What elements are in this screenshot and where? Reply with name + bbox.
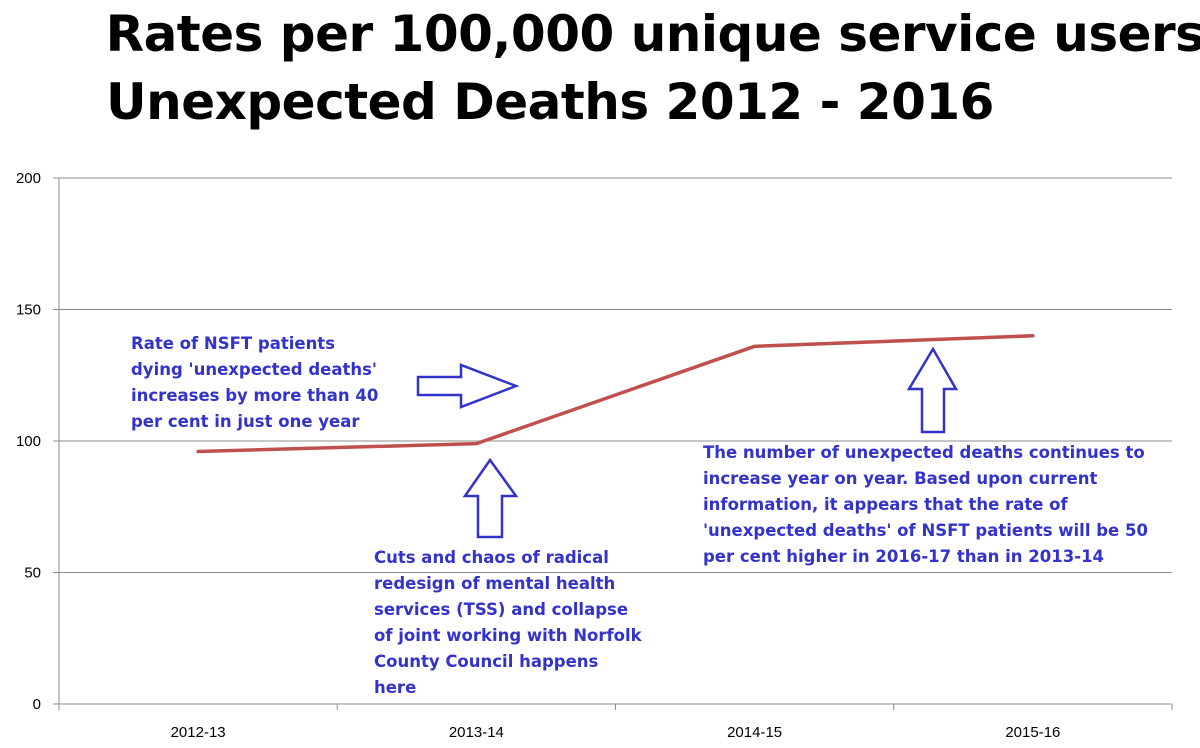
annotation-forecast: The number of unexpected deaths continue… [703,443,1148,566]
up-arrow-icon [462,457,519,539]
chart-title-line-2: Unexpected Deaths 2012 - 2016 [106,73,994,131]
y-tick-label: 100 [16,433,41,450]
chart-title-line-1: Rates per 100,000 unique service users [105,5,1200,63]
y-tick-label: 150 [16,302,41,319]
y-tick-label: 50 [24,565,41,582]
right-arrow-icon [416,363,520,409]
x-tick-label: 2014-15 [727,724,782,741]
y-tick-label: 200 [16,170,41,187]
series-line [196,334,1035,454]
annotation-rate-increase: Rate of NSFT patients dying 'unexpected … [131,334,379,431]
x-tick-label: 2013-14 [449,724,504,741]
annotation-cuts-and-chaos: Cuts and chaos of radical redesign of me… [374,548,642,697]
x-tick-label: 2012-13 [171,724,226,741]
x-tick-label: 2015-16 [1005,724,1060,741]
up-arrow-icon [906,346,959,434]
y-tick-label: 0 [33,696,41,713]
